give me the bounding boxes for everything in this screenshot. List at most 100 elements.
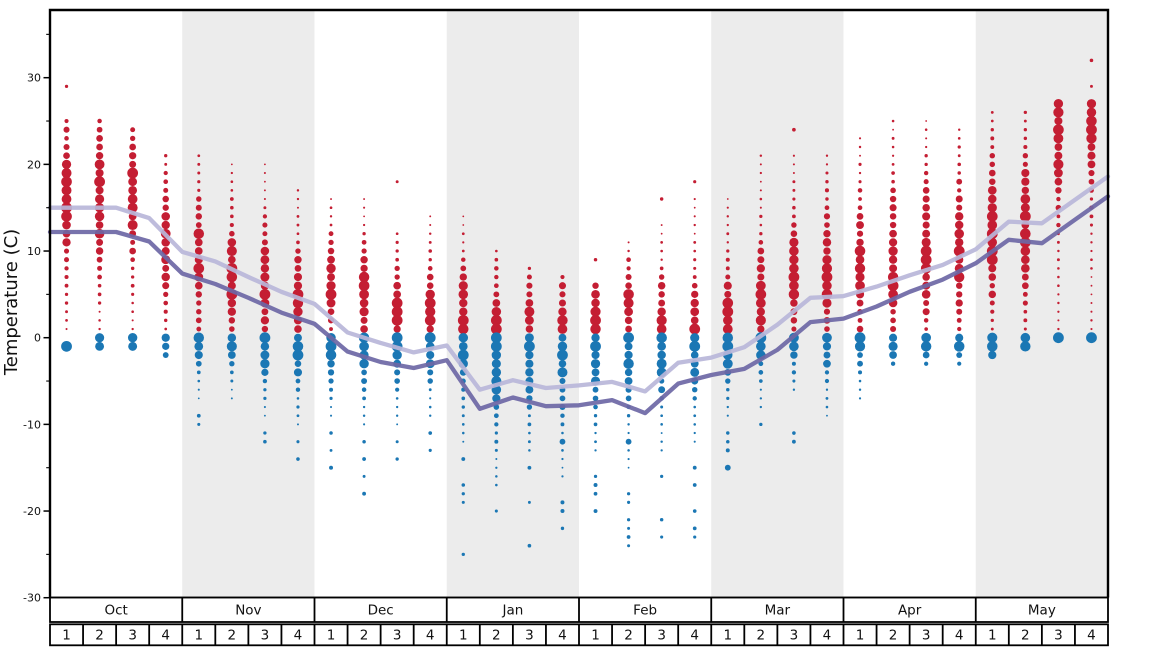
week-label: 1 <box>856 628 865 644</box>
blue-dot <box>259 332 271 344</box>
red-dot <box>924 128 928 131</box>
red-dot <box>557 315 568 326</box>
red-dot <box>957 326 962 332</box>
red-dot <box>164 327 168 331</box>
red-dot <box>462 241 465 244</box>
blue-dot <box>660 535 664 539</box>
red-dot <box>656 324 667 334</box>
red-dot <box>693 266 697 270</box>
red-dot <box>693 249 697 253</box>
red-dot <box>759 163 762 166</box>
blue-dot <box>197 422 201 426</box>
red-dot <box>1057 267 1060 270</box>
red-dot <box>94 159 105 170</box>
red-dot <box>63 152 70 160</box>
blue-dot <box>759 397 763 400</box>
blue-dot <box>525 350 534 360</box>
red-dot <box>363 215 366 218</box>
blue-dot <box>196 370 201 375</box>
red-dot <box>755 298 766 308</box>
red-dot <box>990 309 995 314</box>
red-dot <box>989 161 996 168</box>
red-dot <box>660 249 663 253</box>
red-dot <box>1023 110 1028 115</box>
blue-dot <box>689 340 701 352</box>
red-dot <box>1023 327 1027 331</box>
week-label: 3 <box>128 628 137 644</box>
red-dot <box>163 300 169 306</box>
red-dot <box>725 274 731 280</box>
red-dot <box>957 145 961 149</box>
red-dot <box>163 309 168 314</box>
red-dot <box>1021 282 1029 290</box>
red-dot <box>858 162 862 166</box>
blue-dot <box>626 535 631 539</box>
red-dot <box>494 266 499 271</box>
red-dot <box>1057 310 1060 313</box>
red-dot <box>856 213 864 220</box>
red-dot <box>162 204 169 211</box>
red-dot <box>726 232 730 236</box>
red-dot <box>792 180 796 184</box>
blue-dot <box>656 358 667 369</box>
week-label: 1 <box>591 628 600 644</box>
blue-dot <box>590 340 601 352</box>
red-dot <box>920 254 932 266</box>
red-dot <box>988 194 997 204</box>
red-dot <box>461 249 465 253</box>
week-label: 3 <box>657 628 666 644</box>
red-dot <box>689 323 701 335</box>
blue-dot <box>261 368 269 376</box>
red-dot <box>329 215 333 218</box>
red-dot <box>956 178 963 185</box>
y-tick-label: 0 <box>34 332 41 345</box>
red-dot <box>296 189 300 192</box>
red-dot <box>791 326 797 332</box>
blue-dot <box>424 332 436 344</box>
blue-dot <box>226 341 237 352</box>
blue-dot <box>591 368 600 377</box>
blue-dot <box>458 342 468 351</box>
blue-dot <box>260 359 270 369</box>
red-dot <box>326 298 336 308</box>
blue-dot <box>230 379 234 383</box>
red-dot <box>227 238 237 247</box>
red-dot <box>1022 153 1029 159</box>
blue-dot <box>426 350 435 360</box>
blue-dot <box>461 483 466 487</box>
red-dot <box>957 137 961 140</box>
red-dot <box>360 325 368 333</box>
red-dot <box>990 327 994 331</box>
blue-dot <box>824 378 830 384</box>
red-dot <box>96 256 103 263</box>
red-dot <box>1023 119 1027 123</box>
blue-dot <box>196 413 201 418</box>
red-dot <box>722 297 734 309</box>
red-dot <box>693 223 696 227</box>
blue-dot <box>594 431 597 435</box>
red-dot <box>228 317 236 324</box>
average-low-line <box>47 194 1111 416</box>
blue-dot <box>330 414 333 417</box>
blue-dot <box>361 387 367 392</box>
red-dot <box>459 273 467 281</box>
blue-dot <box>329 387 334 392</box>
blue-dot <box>525 359 534 368</box>
red-dot <box>96 126 103 133</box>
blue-dot <box>428 448 432 452</box>
red-dot <box>824 188 830 193</box>
blue-dot <box>726 431 730 435</box>
blue-dot <box>627 466 630 469</box>
red-dot <box>459 298 468 308</box>
red-dot <box>956 204 963 211</box>
red-dot <box>63 126 70 133</box>
red-dot <box>792 197 796 201</box>
red-dot <box>296 232 300 236</box>
red-dot <box>296 240 300 245</box>
red-dot <box>329 327 333 331</box>
red-dot <box>230 189 234 192</box>
red-dot <box>293 307 303 317</box>
red-dot <box>890 187 896 194</box>
red-dot <box>1053 133 1064 144</box>
